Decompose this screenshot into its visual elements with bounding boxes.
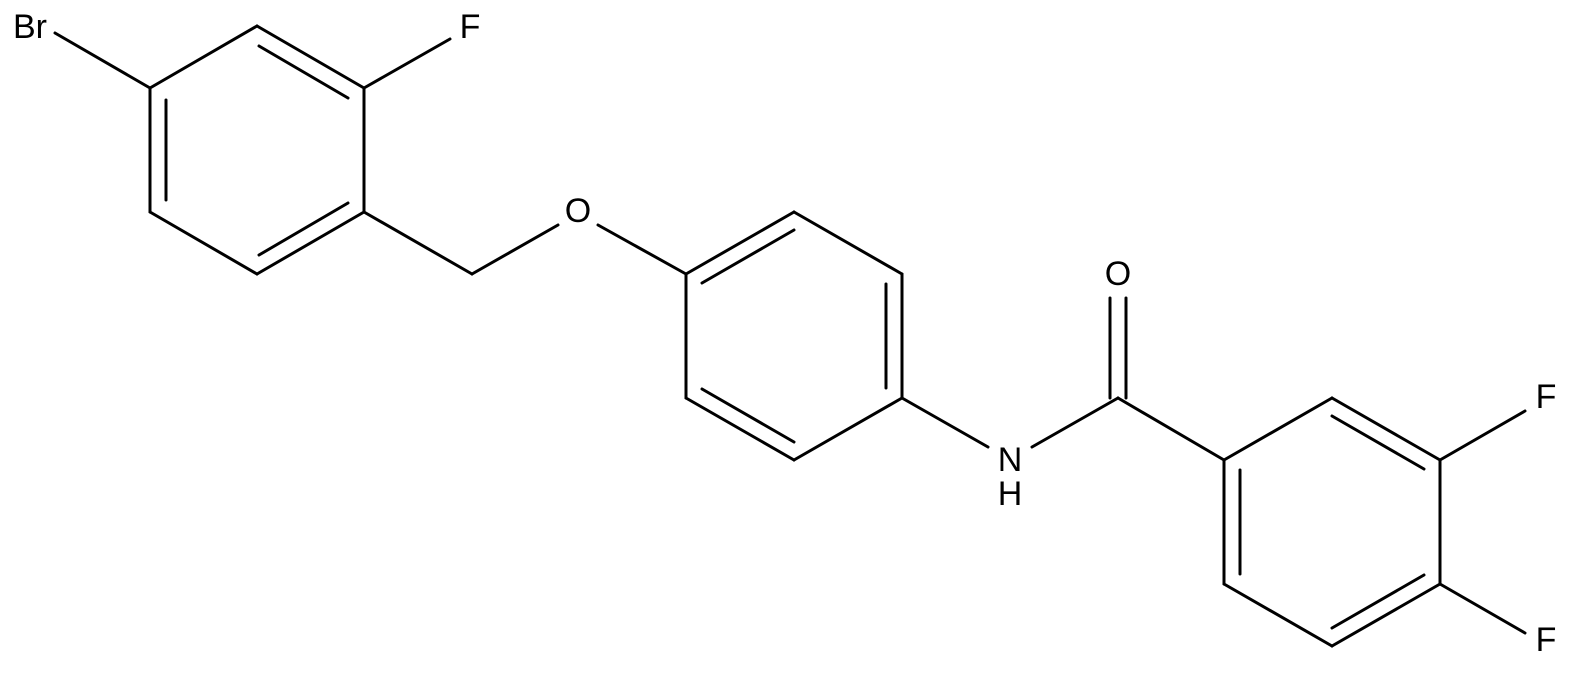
atom-label: N [998, 441, 1023, 479]
atom-label: F [460, 8, 481, 46]
atom-label: H [998, 475, 1023, 513]
atom-label: O [1105, 255, 1131, 293]
atom-label: O [565, 192, 591, 230]
atom-label: Br [13, 8, 47, 46]
bonds [53, 24, 1527, 648]
atom-label: F [1536, 378, 1557, 416]
atom-label: F [1536, 621, 1557, 659]
